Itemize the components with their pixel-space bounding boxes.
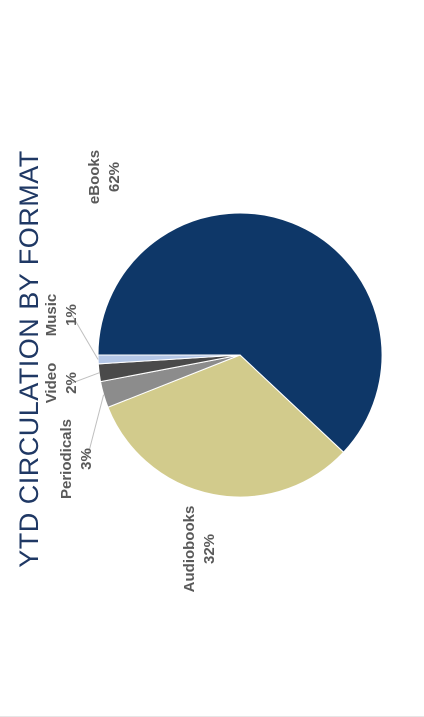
slice-percent-video: 2%: [63, 372, 80, 394]
pie-slice-ebooks: [97, 212, 383, 453]
slice-label-video: Video: [43, 363, 60, 404]
slice-percent-ebooks: 62%: [106, 162, 123, 192]
slice-label-music: Music: [43, 294, 60, 337]
slice-label-ebooks: eBooks: [86, 150, 103, 204]
leader-line-music: [71, 314, 99, 360]
pie-slice-audiobooks: [107, 354, 345, 498]
slice-percent-periodicals: 3%: [78, 448, 95, 470]
chart-title: YTD CIRCULATION BY FORMAT: [14, 150, 44, 568]
slice-label-periodicals: Periodicals: [58, 419, 75, 499]
leader-line-video: [71, 372, 100, 384]
leader-line-periodicals: [86, 394, 105, 460]
slice-percent-audiobooks: 32%: [201, 534, 218, 564]
slice-label-audiobooks: Audiobooks: [181, 506, 198, 593]
slice-percent-music: 1%: [63, 304, 80, 326]
